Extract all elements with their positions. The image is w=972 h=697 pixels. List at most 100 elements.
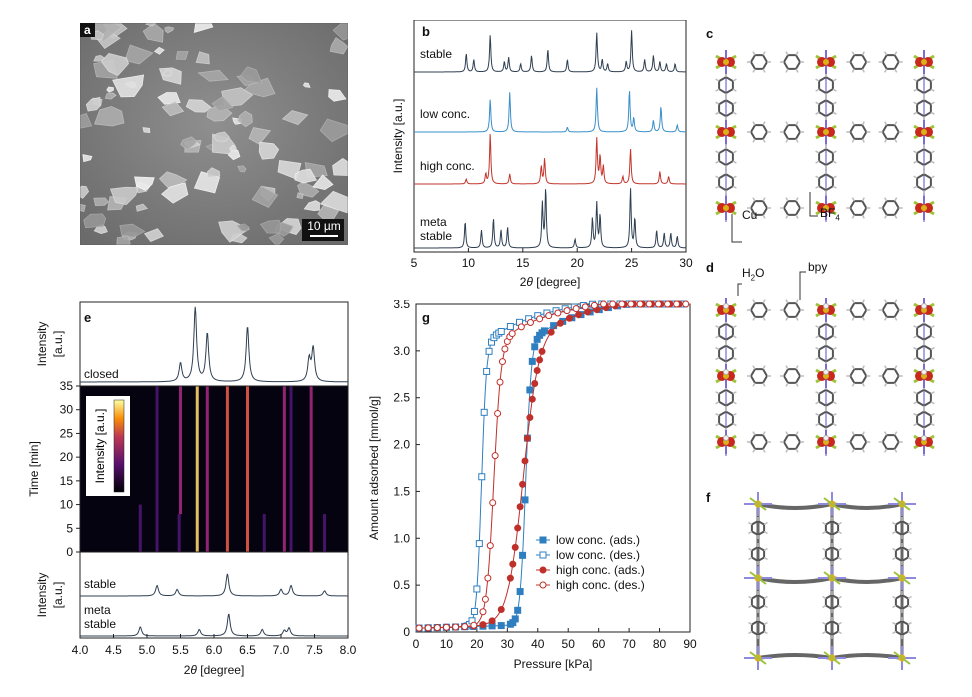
hydrogen-bond	[861, 365, 865, 370]
hydrogen-bond	[815, 391, 820, 395]
hydrogen-bond	[894, 431, 898, 436]
g-isotherm-line	[415, 303, 690, 629]
hydrogen-bond	[715, 422, 720, 427]
hydrogen-bond	[851, 382, 855, 387]
lattice-group	[715, 271, 935, 456]
g-y-tick-label: 0	[403, 625, 410, 639]
g-data-point	[528, 395, 536, 403]
e-heatmap-line	[155, 386, 159, 552]
hydrogen-bond	[815, 175, 820, 179]
hydrogen-bond	[892, 630, 897, 635]
g-data-point	[519, 480, 527, 488]
g-data-point	[550, 322, 558, 330]
hydrogen-bond	[930, 150, 935, 154]
xrd-x-tick-label: 15	[516, 256, 530, 270]
hydrogen-bond	[752, 365, 756, 370]
sem-flake	[119, 223, 146, 238]
hydrogen-bond	[884, 68, 888, 73]
sem-flake	[112, 74, 145, 98]
xrd-x-tick-label: 5	[411, 256, 418, 270]
hydrogen-bond	[815, 346, 820, 351]
panel-label-g: g	[422, 310, 430, 325]
hydrogen-bond	[752, 51, 756, 56]
sem-flake	[258, 141, 280, 160]
hydrogen-bond	[762, 448, 766, 453]
scale-bar: 10 µm	[302, 219, 344, 241]
sem-flake	[302, 82, 311, 88]
sem-flake	[104, 92, 117, 100]
panel-label-e: e	[84, 310, 92, 325]
sem-flake	[153, 46, 165, 55]
hydrogen-bond	[851, 121, 855, 126]
hydrogen-bond	[815, 160, 820, 164]
g-data-point	[489, 499, 497, 507]
hydrogen-bond	[884, 448, 888, 453]
g-data-point	[545, 312, 553, 320]
bpy-ring	[881, 368, 900, 384]
water-molecule	[823, 303, 829, 309]
hydrogen-bond	[822, 621, 827, 626]
hydrogen-bond	[884, 299, 888, 304]
e-y-tick-label: 10	[60, 498, 74, 512]
g-data-point	[609, 300, 617, 308]
g-data-point	[645, 300, 653, 308]
xrd-series-label-bg	[418, 214, 445, 228]
hydrogen-bond	[930, 88, 935, 92]
hydrogen-bond	[832, 325, 837, 329]
e-heatmap-line	[225, 386, 229, 552]
hydrogen-bond	[785, 68, 789, 73]
bpy-ring	[749, 434, 769, 450]
hydrogen-bond	[732, 78, 737, 82]
bpy-ring	[849, 434, 868, 450]
hydrogen-bond	[822, 547, 827, 552]
hydrogen-bond	[884, 365, 888, 370]
bpy-ring	[749, 124, 769, 140]
hydrogen-bond	[795, 299, 799, 304]
h2o-leader-line	[737, 283, 742, 296]
framework-bf4	[823, 571, 841, 585]
hydrogen-bond	[748, 595, 753, 600]
hydrogen-bond	[837, 595, 842, 600]
hydrogen-bond	[785, 448, 789, 453]
hydrogen-bond	[748, 621, 753, 626]
e-top-ylabel-1: Intensity	[35, 322, 49, 367]
g-isotherm-line	[415, 303, 690, 629]
xrd-series-line	[414, 188, 686, 249]
g-data-point	[480, 408, 488, 416]
hydrogen-bond	[913, 346, 918, 351]
xrd-series-label-bg	[418, 46, 458, 60]
e-x-axis-label: 2θ [degree]	[184, 663, 245, 677]
e-closed-spectrum	[80, 306, 348, 383]
hydrogen-bond	[748, 556, 753, 561]
g-data-point	[519, 551, 527, 559]
g-data-point	[663, 300, 671, 308]
hydrogen-bond	[851, 299, 855, 304]
hydrogen-bond	[894, 197, 898, 202]
hydrogen-bond	[913, 160, 918, 164]
bpy-ring	[718, 344, 734, 363]
sem-flake	[142, 127, 151, 133]
g-isotherm-line	[415, 303, 690, 629]
g-y-tick-label: 2.5	[393, 391, 410, 405]
hydrogen-bond	[715, 325, 720, 329]
hydrogen-bond	[861, 51, 865, 56]
hydrogen-bond	[762, 431, 766, 436]
hydrogen-bond	[837, 530, 842, 535]
scale-bar-label: 10 µm	[307, 219, 341, 233]
e-y-tick-label: 20	[60, 450, 74, 464]
hydrogen-bond	[715, 160, 720, 164]
hydrogen-bond	[832, 175, 837, 179]
hydrogen-bond	[892, 595, 897, 600]
hydrogen-bond	[795, 214, 799, 219]
g-data-point	[481, 595, 489, 603]
hydrogen-bond	[894, 382, 898, 387]
bpy-ring	[916, 322, 932, 341]
bpy-ring	[916, 147, 932, 167]
hydrogen-bond	[832, 150, 837, 154]
hydrogen-bond	[732, 401, 737, 405]
hydrogen-bond	[894, 365, 898, 370]
hydrogen-bond	[762, 51, 766, 56]
hydrogen-bond	[907, 595, 912, 600]
e-closed-label: closed	[84, 367, 119, 381]
hydrogen-bond	[832, 422, 837, 427]
